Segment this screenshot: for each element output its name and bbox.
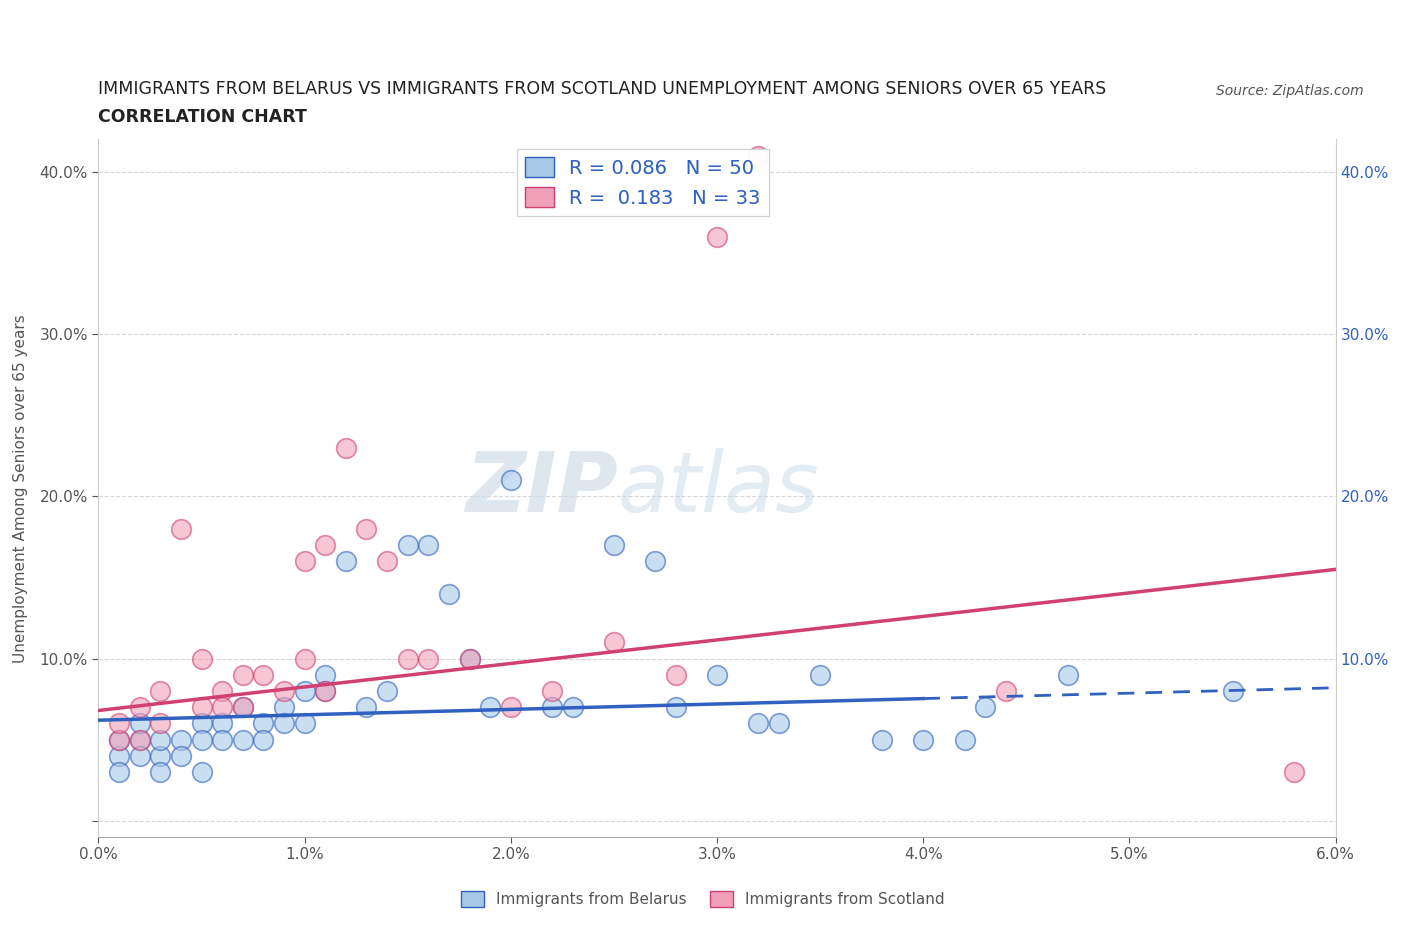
Point: [314, 684, 336, 698]
Y-axis label: Unemployment Among Seniors over 65 years: Unemployment Among Seniors over 65 years: [14, 314, 28, 662]
Point: [808, 668, 831, 683]
Point: [603, 538, 626, 552]
Point: [170, 522, 193, 537]
Point: [128, 749, 150, 764]
Point: [314, 668, 336, 683]
Point: [149, 764, 172, 779]
Point: [128, 732, 150, 747]
Point: [458, 651, 481, 666]
Point: [356, 522, 378, 537]
Point: [953, 732, 976, 747]
Point: [232, 668, 254, 683]
Point: [561, 699, 583, 714]
Point: [499, 472, 522, 487]
Text: atlas: atlas: [619, 447, 820, 529]
Point: [108, 732, 131, 747]
Point: [211, 716, 233, 731]
Point: [232, 699, 254, 714]
Point: [108, 732, 131, 747]
Text: Source: ZipAtlas.com: Source: ZipAtlas.com: [1216, 84, 1364, 98]
Point: [149, 749, 172, 764]
Point: [273, 684, 295, 698]
Point: [665, 699, 688, 714]
Point: [190, 716, 212, 731]
Point: [458, 651, 481, 666]
Point: [541, 684, 564, 698]
Point: [644, 553, 666, 568]
Point: [418, 651, 440, 666]
Point: [149, 716, 172, 731]
Point: [974, 699, 997, 714]
Point: [149, 684, 172, 698]
Point: [211, 732, 233, 747]
Point: [149, 732, 172, 747]
Point: [314, 538, 336, 552]
Text: ZIP: ZIP: [465, 447, 619, 529]
Point: [232, 732, 254, 747]
Point: [190, 651, 212, 666]
Point: [335, 553, 357, 568]
Point: [294, 716, 316, 731]
Point: [108, 764, 131, 779]
Point: [541, 699, 564, 714]
Point: [294, 651, 316, 666]
Point: [603, 635, 626, 650]
Point: [252, 668, 274, 683]
Point: [665, 668, 688, 683]
Point: [252, 716, 274, 731]
Point: [232, 699, 254, 714]
Point: [1284, 764, 1306, 779]
Point: [870, 732, 893, 747]
Point: [1222, 684, 1244, 698]
Point: [356, 699, 378, 714]
Point: [1056, 668, 1078, 683]
Point: [273, 716, 295, 731]
Point: [190, 764, 212, 779]
Point: [912, 732, 935, 747]
Point: [437, 586, 460, 601]
Point: [170, 732, 193, 747]
Point: [128, 716, 150, 731]
Point: [170, 749, 193, 764]
Point: [747, 716, 769, 731]
Point: [768, 716, 790, 731]
Point: [128, 699, 150, 714]
Point: [211, 684, 233, 698]
Point: [294, 553, 316, 568]
Text: CORRELATION CHART: CORRELATION CHART: [98, 108, 308, 126]
Point: [190, 699, 212, 714]
Point: [211, 699, 233, 714]
Point: [273, 699, 295, 714]
Point: [418, 538, 440, 552]
Point: [294, 684, 316, 698]
Point: [314, 684, 336, 698]
Text: IMMIGRANTS FROM BELARUS VS IMMIGRANTS FROM SCOTLAND UNEMPLOYMENT AMONG SENIORS O: IMMIGRANTS FROM BELARUS VS IMMIGRANTS FR…: [98, 80, 1107, 98]
Point: [375, 553, 398, 568]
Point: [190, 732, 212, 747]
Point: [747, 148, 769, 163]
Point: [499, 699, 522, 714]
Legend: Immigrants from Belarus, Immigrants from Scotland: Immigrants from Belarus, Immigrants from…: [456, 884, 950, 913]
Point: [252, 732, 274, 747]
Point: [128, 732, 150, 747]
Point: [396, 651, 419, 666]
Legend: R = 0.086   N = 50, R =  0.183   N = 33: R = 0.086 N = 50, R = 0.183 N = 33: [517, 149, 769, 216]
Point: [335, 440, 357, 455]
Point: [706, 230, 728, 245]
Point: [375, 684, 398, 698]
Point: [396, 538, 419, 552]
Point: [108, 749, 131, 764]
Point: [108, 716, 131, 731]
Point: [706, 668, 728, 683]
Point: [479, 699, 502, 714]
Point: [994, 684, 1017, 698]
